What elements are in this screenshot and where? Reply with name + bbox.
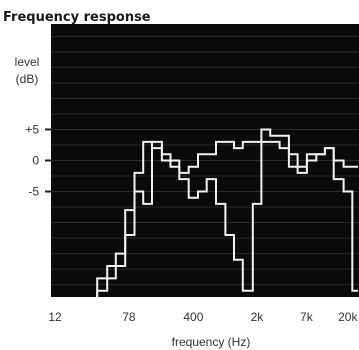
y-ticks: +5 0 -5: [25, 122, 53, 199]
y-axis-label-line-2: (dB): [16, 72, 39, 86]
series-line-1: [96, 128, 358, 297]
y-tick-label: -5: [28, 185, 39, 199]
y-tick-label: +5: [25, 122, 39, 136]
x-tick-label: 7k: [300, 310, 314, 324]
x-tick-label: 20k: [338, 310, 358, 324]
x-axis-label: frequency (Hz): [172, 335, 251, 349]
x-tick-label: 2k: [251, 310, 265, 324]
x-ticks: 12 78 400 2k 7k 20k: [48, 310, 358, 324]
y-tick-label: 0: [32, 154, 39, 168]
chart-title: Frequency response: [3, 10, 151, 25]
grid-lines: [51, 35, 359, 286]
x-tick-label: 78: [122, 310, 136, 324]
x-tick-label: 400: [183, 310, 203, 324]
series-line-2: [96, 140, 358, 297]
x-tick-label: 12: [48, 310, 62, 324]
series-group: [96, 128, 358, 297]
y-axis-label-line-1: level: [15, 55, 40, 69]
